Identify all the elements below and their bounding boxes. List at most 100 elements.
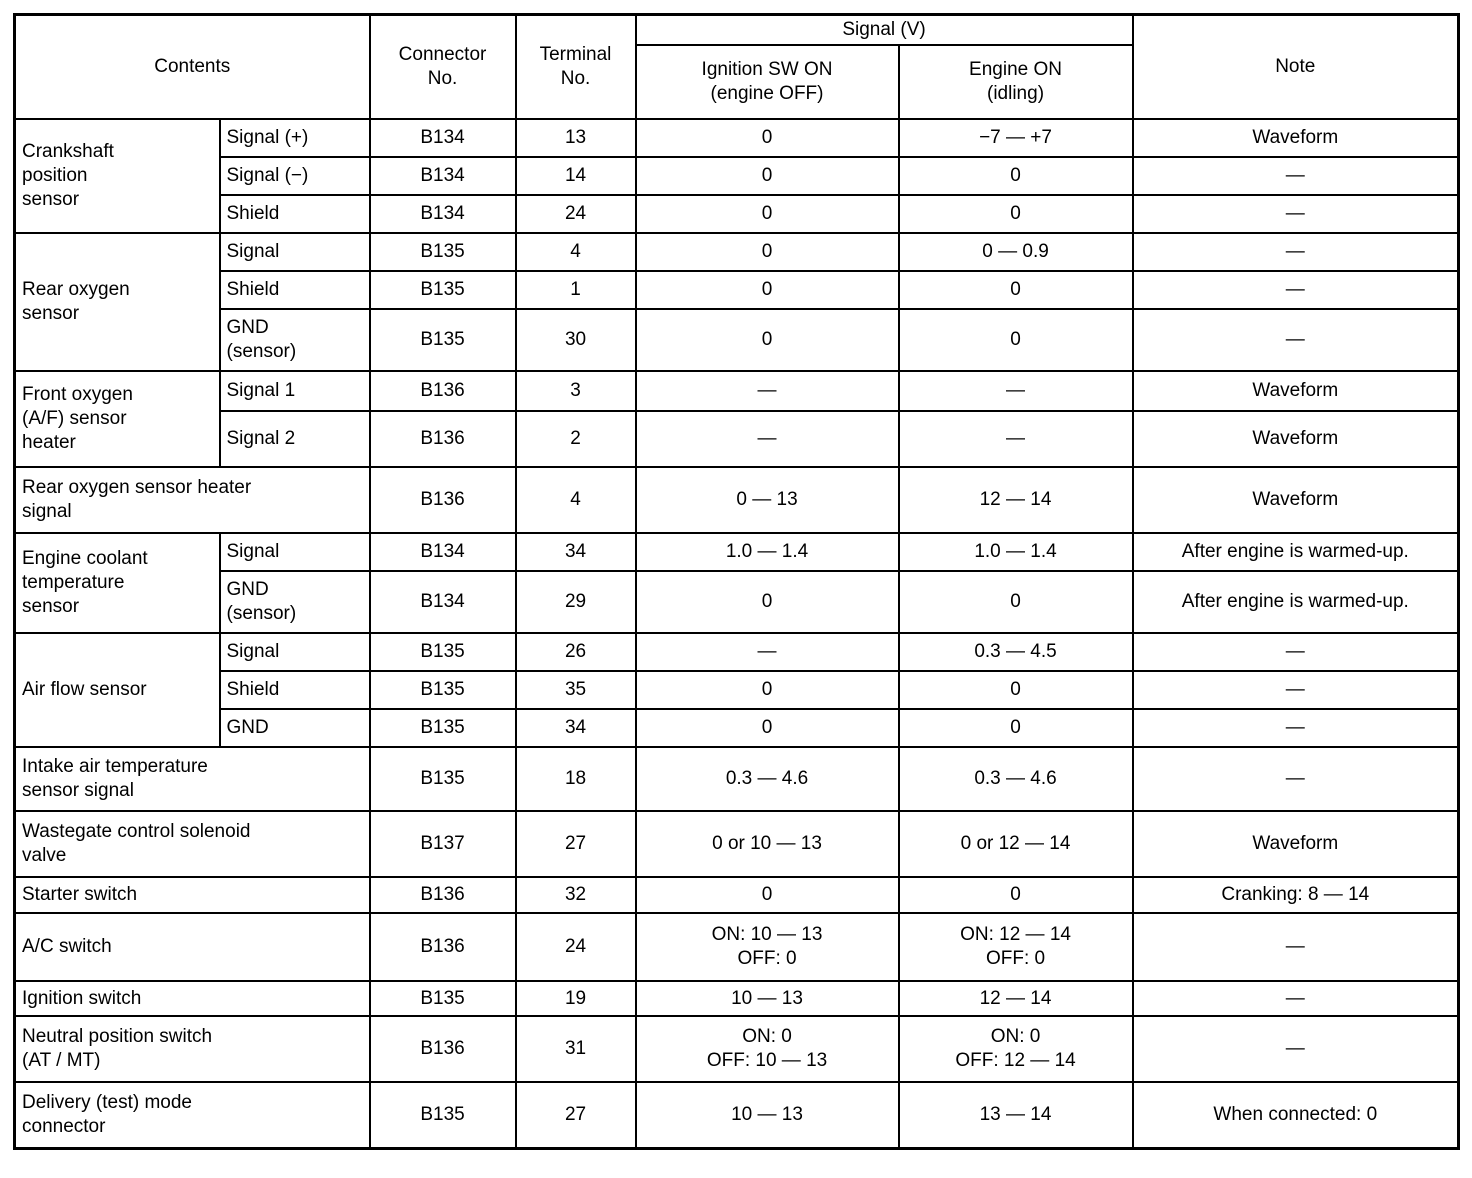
header-ignition-sw-on: Ignition SW ON (engine OFF) [634,44,900,121]
table-row: GND B135 34 0 0 — [15,708,1460,749]
terminal-cell: 19 [514,980,637,1018]
contents-sub-cell: Shield [218,670,371,711]
contents-full-cell: A/C switch [13,912,371,983]
header-note: Note [1131,13,1460,121]
terminal-cell: 31 [514,1015,637,1084]
terminal-cell: 3 [514,370,637,413]
header-terminal-no: Terminal No. [514,13,637,121]
engine-value-cell: ON: 0 OFF: 12 — 14 [897,1015,1134,1084]
ignition-value-cell: — [634,632,900,673]
terminal-cell: 27 [514,1081,637,1150]
table-row: Neutral position switch (AT / MT) B136 3… [13,1015,1460,1084]
contents-group-cell: Engine coolant temperature sensor [13,532,221,635]
terminal-cell: 27 [514,810,637,879]
engine-value-cell: 0 [897,570,1134,635]
engine-value-cell: 0 — 0.9 [897,232,1134,273]
note-cell: — [1131,708,1460,749]
terminal-cell: 34 [514,532,637,573]
connector-cell: B135 [368,308,517,373]
terminal-cell: 26 [514,632,637,673]
table-row: Delivery (test) mode connector B135 27 1… [13,1081,1460,1150]
terminal-cell: 34 [514,708,637,749]
engine-value-cell: 0 [897,156,1134,197]
connector-cell: B135 [368,708,517,749]
table-row: Wastegate control solenoid valve B137 27… [13,810,1460,879]
table-row: A/C switch B136 24 ON: 10 — 13 OFF: 0 ON… [13,912,1460,983]
engine-value-cell: −7 — +7 [897,118,1134,159]
ignition-value-cell: 0 [634,876,900,915]
note-cell: — [1131,232,1460,273]
note-cell: — [1131,194,1460,235]
header-signal-v: Signal (V) [634,13,1134,47]
contents-sub-cell: Signal [218,232,371,273]
ignition-value-cell: 1.0 — 1.4 [634,532,900,573]
contents-group-cell: Rear oxygen sensor [13,232,221,373]
terminal-cell: 13 [514,118,637,159]
note-cell: — [1131,156,1460,197]
note-cell: When connected: 0 [1131,1081,1460,1150]
connector-cell: B136 [368,370,517,413]
contents-group-cell: Front oxygen (A/F) sensor heater [13,370,221,469]
connector-cell: B135 [368,746,517,813]
note-cell: — [1131,632,1460,673]
contents-full-cell: Intake air temperature sensor signal [13,746,371,813]
connector-cell: B135 [368,632,517,673]
note-cell: — [1131,270,1460,311]
ignition-value-cell: 0.3 — 4.6 [634,746,900,813]
engine-value-cell: 13 — 14 [897,1081,1134,1150]
contents-sub-cell: GND (sensor) [218,308,371,373]
table-row: GND (sensor) B135 30 0 0 — [15,308,1460,373]
engine-value-cell: 12 — 14 [897,980,1134,1018]
ecu-signal-table: Contents Connector No. Terminal No. Sign… [13,13,1461,1150]
connector-cell: B134 [368,570,517,635]
terminal-cell: 4 [514,232,637,273]
connector-cell: B135 [368,1081,517,1150]
table-row: GND (sensor) B134 29 0 0 After engine is… [15,570,1460,635]
contents-group-cell: Crankshaft position sensor [13,118,221,235]
contents-sub-cell: Signal (−) [218,156,371,197]
connector-cell: B134 [368,118,517,159]
note-cell: — [1131,746,1460,813]
note-cell: Waveform [1131,810,1460,879]
contents-sub-cell: GND (sensor) [218,570,371,635]
note-cell: — [1131,980,1460,1018]
connector-cell: B135 [368,980,517,1018]
connector-cell: B134 [368,194,517,235]
ignition-value-cell: — [634,370,900,413]
ignition-value-cell: 0 [634,670,900,711]
contents-full-cell: Starter switch [13,876,371,915]
connector-cell: B134 [368,156,517,197]
header-row-2: Ignition SW ON (engine OFF) Engine ON (i… [15,44,1459,121]
connector-cell: B136 [368,466,517,535]
terminal-cell: 35 [514,670,637,711]
connector-cell: B135 [368,232,517,273]
engine-value-cell: 1.0 — 1.4 [897,532,1134,573]
note-cell: Cranking: 8 — 14 [1131,876,1460,915]
terminal-cell: 24 [514,912,637,983]
contents-sub-cell: Signal [218,532,371,573]
table-row: Shield B135 1 0 0 — [15,270,1460,311]
engine-value-cell: 0.3 — 4.5 [897,632,1134,673]
terminal-cell: 2 [514,410,637,469]
note-cell: Waveform [1131,370,1460,413]
terminal-cell: 14 [514,156,637,197]
contents-sub-cell: GND [218,708,371,749]
engine-value-cell: 0.3 — 4.6 [897,746,1134,813]
contents-full-cell: Ignition switch [13,980,371,1018]
table-row: Engine coolant temperature sensor Signal… [13,532,1460,635]
ignition-value-cell: 0 [634,194,900,235]
engine-value-cell: 0 or 12 — 14 [897,810,1134,879]
contents-sub-cell: Signal 2 [218,410,371,469]
connector-cell: B136 [368,410,517,469]
connector-cell: B135 [368,670,517,711]
table-row: Front oxygen (A/F) sensor heater Signal … [13,370,1460,469]
header-contents: Contents [13,13,371,121]
table-row: Ignition switch B135 19 10 — 13 12 — 14 … [13,980,1460,1018]
table-row: Signal (−) B134 14 0 0 — [15,156,1460,197]
terminal-cell: 1 [514,270,637,311]
ignition-value-cell: — [634,410,900,469]
terminal-cell: 32 [514,876,637,915]
engine-value-cell: 0 [897,270,1134,311]
contents-sub-cell: Signal (+) [218,118,371,159]
ignition-value-cell: 0 [634,232,900,273]
